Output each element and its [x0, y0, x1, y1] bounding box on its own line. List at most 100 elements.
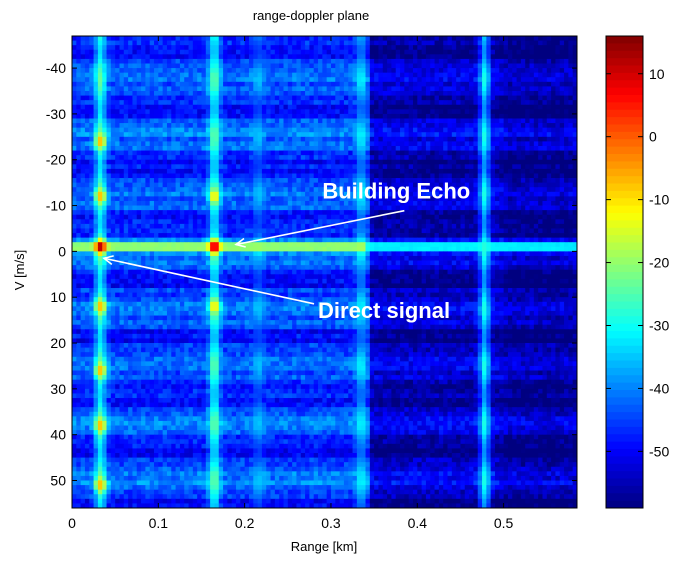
heatmap-cell	[115, 214, 120, 220]
heatmap-cell	[197, 223, 202, 229]
heatmap-cell	[551, 72, 556, 78]
heatmap-cell	[365, 191, 371, 197]
heatmap-cell	[274, 205, 280, 211]
heatmap-cell	[499, 210, 505, 216]
heatmap-cell	[490, 150, 496, 156]
heatmap-cell	[84, 136, 90, 142]
heatmap-cell	[520, 113, 526, 119]
heatmap-cell	[128, 86, 133, 92]
heatmap-cell	[503, 173, 509, 179]
heatmap-cell	[490, 109, 496, 115]
heatmap-cell	[525, 196, 530, 202]
heatmap-cell	[494, 132, 500, 138]
heatmap-cell	[80, 150, 86, 156]
heatmap-cell	[244, 141, 250, 147]
heatmap-cell	[214, 210, 220, 216]
heatmap-cell	[417, 200, 423, 206]
heatmap-cell	[300, 72, 306, 78]
heatmap-cell	[149, 45, 155, 51]
heatmap-cell	[227, 90, 233, 96]
heatmap-cell	[447, 214, 453, 220]
heatmap-cell	[184, 228, 189, 234]
heatmap-cell	[305, 68, 310, 74]
heatmap-cell	[261, 113, 267, 119]
heatmap-cell	[162, 136, 168, 142]
heatmap-cell	[387, 182, 392, 188]
heatmap-cell	[473, 40, 479, 46]
heatmap-cell	[149, 228, 155, 234]
heatmap-cell	[296, 200, 302, 206]
heatmap-cell	[326, 136, 332, 142]
heatmap-cell	[456, 200, 461, 206]
heatmap-cell	[339, 104, 345, 110]
heatmap-cell	[132, 118, 138, 124]
heatmap-cell	[494, 90, 500, 96]
heatmap-cell	[149, 214, 155, 220]
heatmap-cell	[322, 136, 328, 142]
heatmap-cell	[421, 45, 427, 51]
heatmap-cell	[76, 72, 82, 78]
heatmap-cell	[421, 178, 427, 184]
heatmap-cell	[503, 145, 509, 151]
heatmap-cell	[490, 104, 496, 110]
heatmap-cell	[149, 49, 155, 55]
heatmap-cell	[136, 145, 142, 151]
heatmap-cell	[270, 127, 276, 133]
heatmap-cell	[244, 54, 250, 60]
heatmap-cell	[214, 104, 220, 110]
heatmap-cell	[97, 178, 103, 184]
heatmap-cell	[154, 109, 159, 115]
heatmap-cell	[292, 86, 297, 92]
heatmap-cell	[115, 196, 120, 202]
heatmap-cell	[348, 159, 353, 165]
heatmap-cell	[516, 63, 522, 69]
heatmap-cell	[279, 141, 284, 147]
heatmap-cell	[223, 210, 228, 216]
heatmap-cell	[451, 63, 457, 69]
heatmap-cell	[343, 58, 349, 64]
heatmap-cell	[244, 109, 250, 115]
heatmap-cell	[382, 168, 388, 174]
heatmap-cell	[106, 168, 112, 174]
heatmap-cell	[296, 123, 302, 129]
heatmap-cell	[520, 187, 526, 193]
heatmap-cell	[551, 200, 556, 206]
heatmap-cell	[240, 205, 246, 211]
heatmap-cell	[408, 77, 414, 83]
heatmap-cell	[387, 219, 392, 225]
heatmap-cell	[551, 132, 556, 138]
heatmap-cell	[417, 136, 423, 142]
heatmap-cell	[248, 191, 254, 197]
heatmap-cell	[417, 72, 423, 78]
heatmap-cell	[365, 63, 371, 69]
heatmap-cell	[128, 168, 133, 174]
heatmap-cell	[447, 58, 453, 64]
heatmap-cell	[145, 136, 151, 142]
heatmap-cell	[223, 86, 228, 92]
heatmap-cell	[214, 118, 220, 124]
heatmap-cell	[136, 210, 142, 216]
heatmap-cell	[564, 104, 569, 110]
heatmap-cell	[115, 118, 120, 124]
heatmap-cell	[296, 168, 302, 174]
heatmap-cell	[218, 36, 224, 41]
heatmap-cell	[115, 205, 120, 211]
heatmap-cell	[227, 187, 233, 193]
heatmap-cell	[236, 168, 241, 174]
heatmap-cell	[486, 173, 492, 179]
heatmap-cell	[417, 123, 423, 129]
heatmap-cell	[283, 223, 289, 229]
heatmap-cell	[162, 200, 168, 206]
heatmap-cell	[240, 40, 246, 46]
heatmap-cell	[412, 54, 418, 60]
heatmap-cell	[145, 36, 151, 41]
heatmap-cell	[572, 182, 578, 188]
heatmap-cell	[80, 90, 86, 96]
heatmap-cell	[231, 173, 237, 179]
heatmap-cell	[292, 205, 297, 211]
heatmap-cell	[438, 223, 444, 229]
heatmap-cell	[516, 187, 522, 193]
heatmap-cell	[106, 123, 112, 129]
heatmap-cell	[564, 173, 569, 179]
heatmap-cell	[102, 127, 107, 133]
